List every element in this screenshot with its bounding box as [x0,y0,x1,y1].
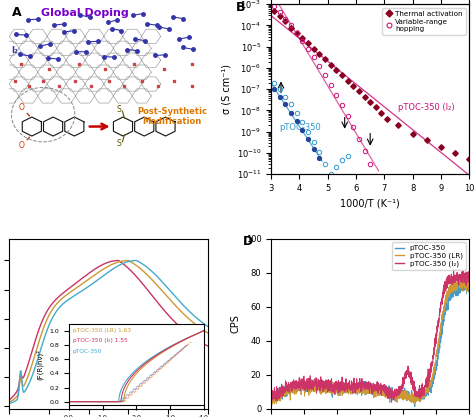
Text: I₂: I₂ [11,45,18,55]
Text: D: D [243,235,254,248]
Text: B: B [236,1,245,14]
Legend: pTOC-350, pTOC-350 (LR), pTOC-350 (I₂): pTOC-350, pTOC-350 (LR), pTOC-350 (I₂) [392,242,465,270]
Text: O: O [18,103,24,112]
Y-axis label: σ (S cm⁻¹): σ (S cm⁻¹) [221,64,231,114]
Text: pTOC-350: pTOC-350 [279,123,321,132]
Text: Global Doping: Global Doping [41,8,128,18]
Text: S: S [116,139,121,148]
Text: pTOC-350 (I₂): pTOC-350 (I₂) [398,103,455,111]
Text: A: A [11,6,21,19]
Text: Post-Synthetic
Modification: Post-Synthetic Modification [137,107,207,126]
Y-axis label: CPS: CPS [230,314,240,333]
Legend: Thermal activation, Variable-range
hopping: Thermal activation, Variable-range hoppi… [382,8,465,35]
Text: S: S [116,105,121,114]
Text: O: O [18,141,24,150]
X-axis label: 1000/T (K⁻¹): 1000/T (K⁻¹) [340,198,400,208]
